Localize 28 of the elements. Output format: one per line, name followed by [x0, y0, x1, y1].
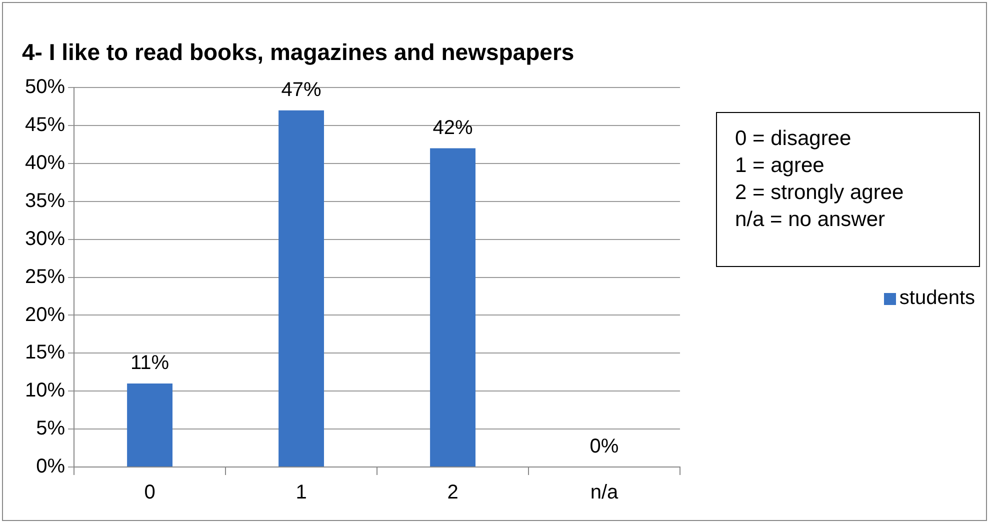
y-tick-label: 45%	[25, 114, 66, 136]
y-tick-label: 5%	[36, 418, 66, 440]
y-tick-label: 10%	[25, 380, 66, 402]
text: 0 = disagree	[735, 126, 852, 152]
x-tick-label: 0	[144, 482, 156, 504]
data-label: 42%	[432, 116, 473, 139]
bar	[278, 110, 324, 466]
y-tick-label: 15%	[25, 342, 66, 364]
x-tick-label: 1	[296, 482, 307, 504]
text: 1 = agree	[735, 153, 826, 179]
y-tick-label: 50%	[25, 76, 66, 98]
y-tick-label: 30%	[25, 228, 66, 250]
y-tick-label: 25%	[25, 266, 66, 288]
text: 2 = strongly agree	[735, 180, 905, 206]
text: n/a = no answer	[735, 207, 886, 233]
bar	[127, 384, 172, 466]
chart-title: 4- I like to read books, magazines and newspapers	[22, 39, 574, 66]
x-tick-label: n/a	[590, 482, 620, 504]
legend-label: students	[899, 287, 975, 310]
data-label: 47%	[281, 78, 322, 101]
y-tick-label: 0%	[36, 456, 66, 478]
y-tick-label: 40%	[25, 152, 66, 174]
y-tick-label: 35%	[25, 190, 66, 212]
data-label: 0%	[590, 436, 619, 458]
x-tick-label: 2	[447, 482, 458, 504]
y-tick-label: 20%	[25, 304, 66, 326]
bar	[430, 148, 476, 466]
data-label: 11%	[130, 352, 170, 374]
